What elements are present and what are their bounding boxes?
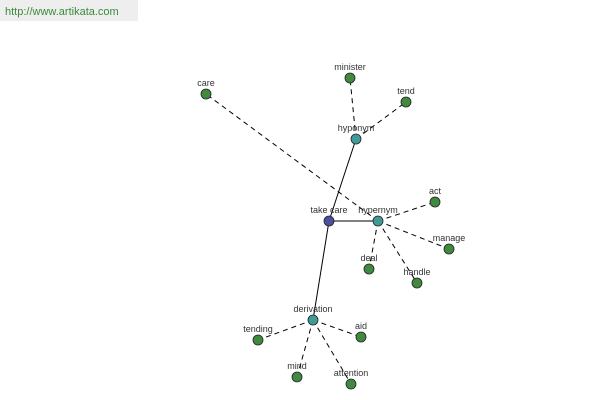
dashed-edge — [377, 220, 450, 250]
dashed-edge — [312, 319, 352, 385]
node-label[interactable]: take care — [310, 205, 347, 215]
solid-edge — [312, 220, 330, 321]
node[interactable] — [350, 133, 362, 145]
solid-edge — [328, 138, 357, 222]
dashed-edge — [312, 319, 362, 338]
node-label[interactable]: handle — [403, 267, 430, 277]
node[interactable] — [400, 96, 412, 108]
nodes: take care hyponym hypernym derivation minist… — [197, 62, 466, 390]
node-label[interactable]: deal — [360, 253, 377, 263]
node[interactable] — [355, 331, 367, 343]
node-label[interactable]: manage — [433, 233, 466, 243]
dashed-edge — [349, 77, 357, 140]
node[interactable] — [411, 277, 423, 289]
node-label[interactable]: tend — [397, 86, 415, 96]
node[interactable] — [291, 371, 303, 383]
node[interactable] — [429, 196, 441, 208]
dashed-edge — [296, 319, 314, 378]
dashed-edge — [355, 101, 407, 140]
node-label[interactable]: care — [197, 78, 215, 88]
header-bar — [0, 0, 138, 21]
node[interactable] — [443, 243, 455, 255]
node[interactable] — [323, 215, 335, 227]
edges — [205, 77, 450, 385]
node[interactable] — [372, 215, 384, 227]
site-url[interactable]: http://www.artikata.com — [5, 6, 119, 18]
node-label[interactable]: derivation — [293, 304, 332, 314]
node-label[interactable]: tending — [243, 324, 273, 334]
node[interactable] — [345, 378, 357, 390]
node-label[interactable]: minister — [334, 62, 366, 72]
node-label[interactable]: attention — [334, 368, 369, 378]
dashed-edge — [368, 220, 379, 270]
node-label[interactable]: aid — [355, 321, 367, 331]
node-label[interactable]: hyponym — [338, 123, 375, 133]
node-label[interactable]: act — [429, 186, 442, 196]
dashed-edge — [257, 319, 314, 341]
node[interactable] — [363, 263, 375, 275]
node-label[interactable]: hypernym — [358, 205, 398, 215]
node[interactable] — [344, 72, 356, 84]
node[interactable] — [307, 314, 319, 326]
node[interactable] — [200, 88, 212, 100]
dashed-edge — [377, 220, 418, 284]
dashed-edge — [377, 201, 436, 222]
dashed-edge — [205, 93, 379, 222]
node-label[interactable]: mind — [287, 361, 307, 371]
node[interactable] — [252, 334, 264, 346]
